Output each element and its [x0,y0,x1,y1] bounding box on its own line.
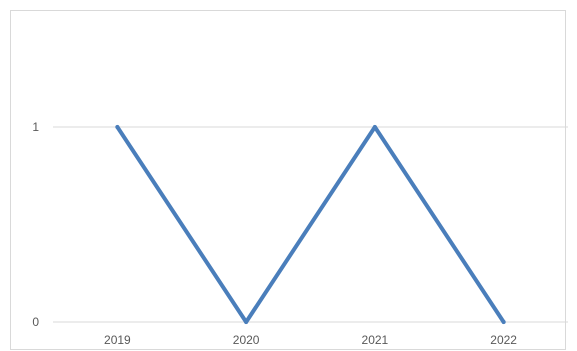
series-line [115,125,506,324]
x-tick-label: 2022 [490,333,517,347]
data-point [372,125,377,129]
chart-frame [10,10,566,350]
y-tick-label: 1 [32,120,39,134]
data-point [501,320,506,324]
gridlines [53,126,568,323]
x-tick-label: 2019 [104,333,131,347]
data-point [115,125,120,129]
y-tick-label: 0 [32,315,39,329]
x-axis-ticks: 2019 2020 2021 2022 [104,333,517,347]
series-1 [115,125,506,324]
x-tick-label: 2021 [362,333,389,347]
data-point [244,320,249,324]
y-axis-ticks: 01 [32,120,39,329]
x-tick-label: 2020 [233,333,260,347]
